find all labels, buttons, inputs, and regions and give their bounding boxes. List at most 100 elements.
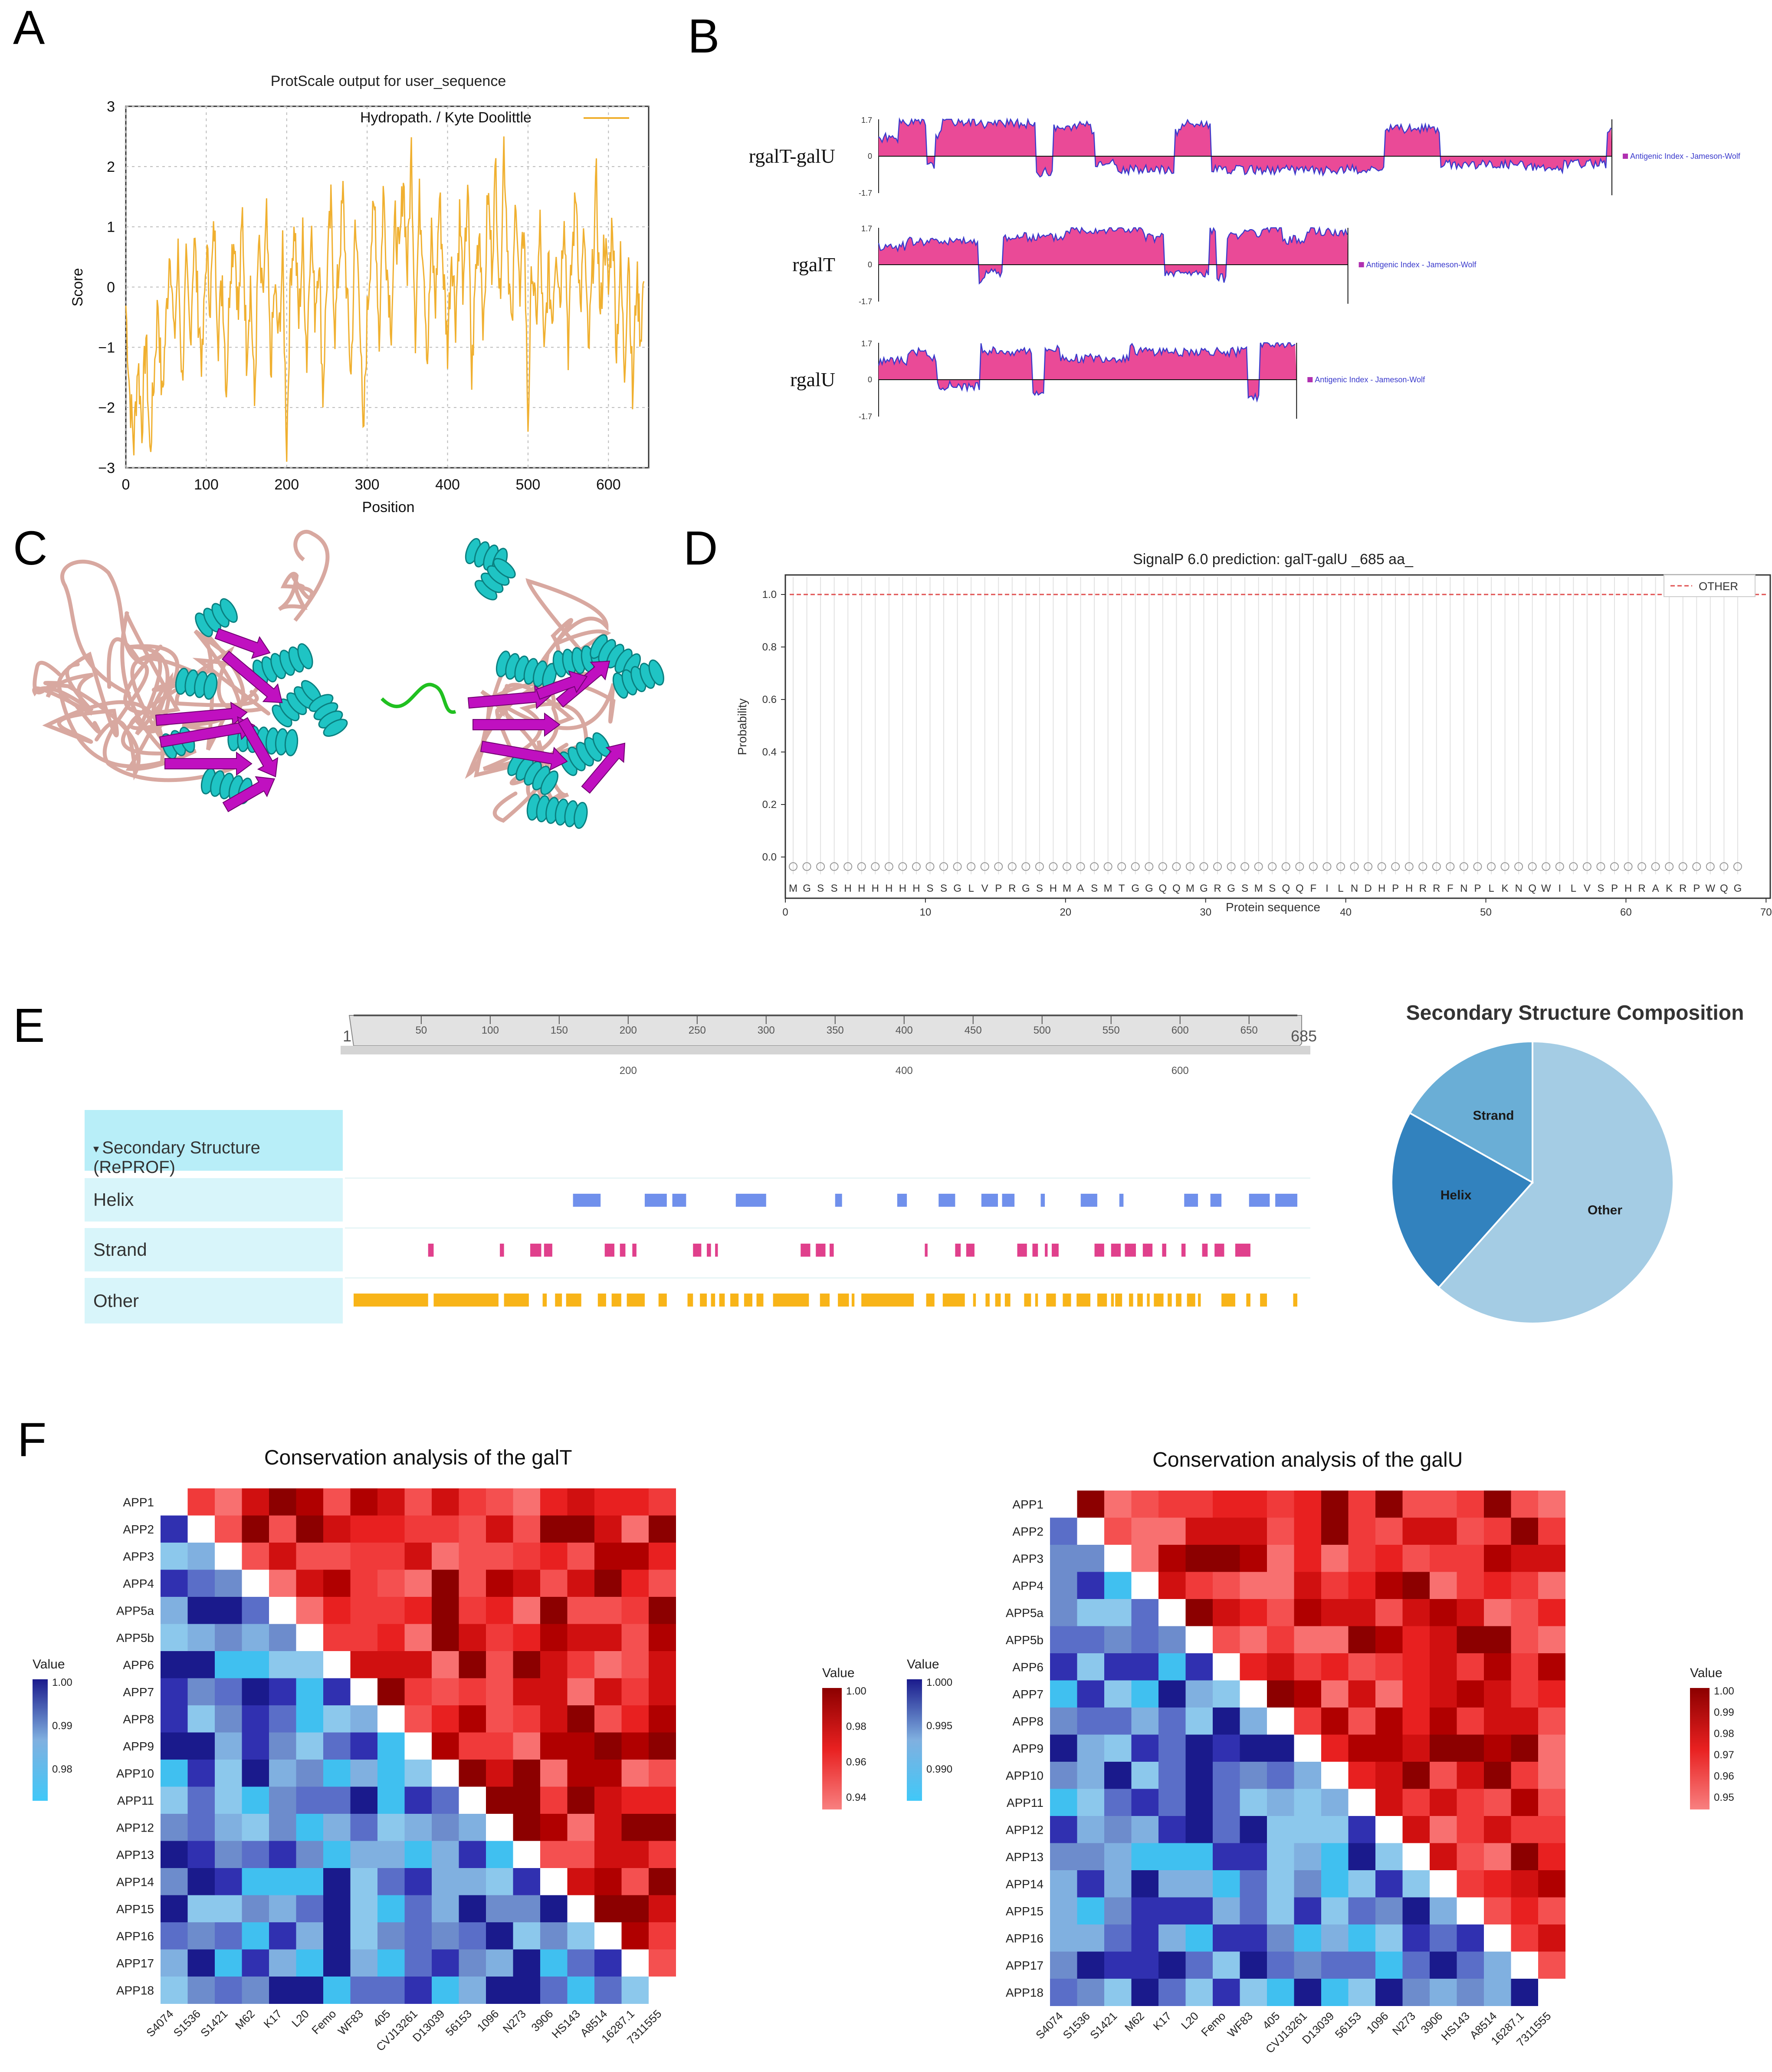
heatmap-cell[interactable] xyxy=(1484,1789,1511,1816)
heatmap-cell[interactable] xyxy=(1430,1491,1457,1518)
heatmap-cell[interactable] xyxy=(432,1543,459,1570)
heatmap-cell[interactable] xyxy=(1240,1626,1267,1654)
heatmap-cell[interactable] xyxy=(269,1678,296,1706)
heatmap-cell[interactable] xyxy=(540,1597,568,1624)
heatmap-cell[interactable] xyxy=(621,1488,649,1516)
heatmap-cell[interactable] xyxy=(1294,1979,1322,2006)
segment-other[interactable] xyxy=(1246,1294,1250,1307)
segment-strand[interactable] xyxy=(544,1244,552,1257)
heatmap-cell[interactable] xyxy=(323,1922,351,1950)
heatmap-cell[interactable] xyxy=(1430,1599,1457,1626)
heatmap-cell[interactable] xyxy=(567,1977,595,2004)
heatmap-cell[interactable] xyxy=(1294,1789,1322,1816)
heatmap-cell[interactable] xyxy=(1131,1653,1159,1681)
heatmap-cell[interactable] xyxy=(1402,1762,1430,1789)
segment-other[interactable] xyxy=(995,1294,1001,1307)
heatmap-cell[interactable] xyxy=(1077,1599,1105,1626)
heatmap-cell[interactable] xyxy=(377,1488,405,1516)
heatmap-cell[interactable] xyxy=(242,1597,269,1624)
heatmap-cell[interactable] xyxy=(486,1570,513,1597)
heatmap-cell[interactable] xyxy=(323,1705,351,1733)
heatmap-cell[interactable] xyxy=(161,1814,188,1841)
segment-helix[interactable] xyxy=(897,1194,907,1207)
heatmap-cell[interactable] xyxy=(215,1922,242,1950)
heatmap-cell[interactable] xyxy=(296,1678,324,1706)
heatmap-cell[interactable] xyxy=(323,1515,351,1543)
heatmap-cell[interactable] xyxy=(594,1868,622,1895)
heatmap-cell[interactable] xyxy=(486,1841,513,1868)
heatmap-cell[interactable] xyxy=(1430,1626,1457,1654)
segment-other[interactable] xyxy=(756,1294,764,1307)
heatmap-cell[interactable] xyxy=(350,1922,378,1950)
heatmap-cell[interactable] xyxy=(1348,1626,1376,1654)
segment-strand[interactable] xyxy=(966,1244,975,1257)
heatmap-cell[interactable] xyxy=(296,1570,324,1597)
heatmap-cell[interactable] xyxy=(404,1570,432,1597)
heatmap-cell[interactable] xyxy=(1050,1870,1077,1898)
heatmap-cell[interactable] xyxy=(1050,1951,1077,1979)
segment-strand[interactable] xyxy=(715,1244,718,1257)
heatmap-cell[interactable] xyxy=(1131,1626,1159,1654)
heatmap-cell[interactable] xyxy=(1538,1708,1565,1735)
heatmap-cell[interactable] xyxy=(1402,1789,1430,1816)
heatmap-cell[interactable] xyxy=(187,1868,215,1895)
segment-other[interactable] xyxy=(433,1294,499,1307)
heatmap-cell[interactable] xyxy=(1538,1816,1565,1843)
heatmap-cell[interactable] xyxy=(1375,1572,1403,1599)
heatmap-cell[interactable] xyxy=(1294,1680,1322,1708)
heatmap-cell[interactable] xyxy=(513,1949,541,1977)
heatmap-cell[interactable] xyxy=(1457,1545,1484,1572)
heatmap-cell[interactable] xyxy=(1321,1680,1349,1708)
heatmap-cell[interactable] xyxy=(459,1868,486,1895)
heatmap-cell[interactable] xyxy=(1185,1653,1213,1681)
heatmap-cell[interactable] xyxy=(187,1678,215,1706)
heatmap-cell[interactable] xyxy=(540,1977,568,2004)
heatmap-cell[interactable] xyxy=(296,1949,324,1977)
heatmap-cell[interactable] xyxy=(432,1922,459,1950)
heatmap-cell[interactable] xyxy=(269,1705,296,1733)
heatmap-cell[interactable] xyxy=(1348,1843,1376,1871)
heatmap-cell[interactable] xyxy=(621,1841,649,1868)
heatmap-cell[interactable] xyxy=(594,1570,622,1597)
heatmap-cell[interactable] xyxy=(269,1732,296,1760)
heatmap-cell[interactable] xyxy=(432,1515,459,1543)
heatmap-cell[interactable] xyxy=(1185,1680,1213,1708)
heatmap-cell[interactable] xyxy=(1185,1979,1213,2006)
heatmap-cell[interactable] xyxy=(1402,1979,1430,2006)
heatmap-cell[interactable] xyxy=(377,1949,405,1977)
heatmap-cell[interactable] xyxy=(513,1732,541,1760)
heatmap-cell[interactable] xyxy=(1158,1924,1186,1952)
heatmap-cell[interactable] xyxy=(649,1488,676,1516)
heatmap-cell[interactable] xyxy=(1240,1653,1267,1681)
heatmap-cell[interactable] xyxy=(1267,1924,1294,1952)
heatmap-cell[interactable] xyxy=(377,1786,405,1814)
heatmap-cell[interactable] xyxy=(1267,1491,1294,1518)
heatmap-cell[interactable] xyxy=(1104,1653,1132,1681)
heatmap-cell[interactable] xyxy=(459,1543,486,1570)
heatmap-cell[interactable] xyxy=(1131,1816,1159,1843)
segment-strand[interactable] xyxy=(604,1244,614,1257)
heatmap-cell[interactable] xyxy=(432,1597,459,1624)
heatmap-cell[interactable] xyxy=(187,1949,215,1977)
heatmap-cell[interactable] xyxy=(540,1624,568,1652)
heatmap-cell[interactable] xyxy=(540,1732,568,1760)
pie-slice-helix[interactable] xyxy=(1391,1112,1534,1289)
heatmap-cell[interactable] xyxy=(1213,1762,1240,1789)
pie-slice-strand[interactable] xyxy=(1408,1040,1533,1184)
heatmap-cell[interactable] xyxy=(1158,1680,1186,1708)
heatmap-cell[interactable] xyxy=(1077,1517,1105,1545)
heatmap-cell[interactable] xyxy=(187,1977,215,2004)
heatmap-cell[interactable] xyxy=(1213,1680,1240,1708)
heatmap-cell[interactable] xyxy=(1430,1843,1457,1871)
heatmap-cell[interactable] xyxy=(1484,1491,1511,1518)
heatmap-cell[interactable] xyxy=(1131,1680,1159,1708)
heatmap-cell[interactable] xyxy=(323,1868,351,1895)
heatmap-cell[interactable] xyxy=(350,1570,378,1597)
heatmap-cell[interactable] xyxy=(404,1515,432,1543)
heatmap-cell[interactable] xyxy=(1402,1517,1430,1545)
heatmap-cell[interactable] xyxy=(1240,1924,1267,1952)
heatmap-cell[interactable] xyxy=(432,1678,459,1706)
heatmap-cell[interactable] xyxy=(513,1868,541,1895)
heatmap-cell[interactable] xyxy=(1538,1572,1565,1599)
heatmap-cell[interactable] xyxy=(1240,1816,1267,1843)
